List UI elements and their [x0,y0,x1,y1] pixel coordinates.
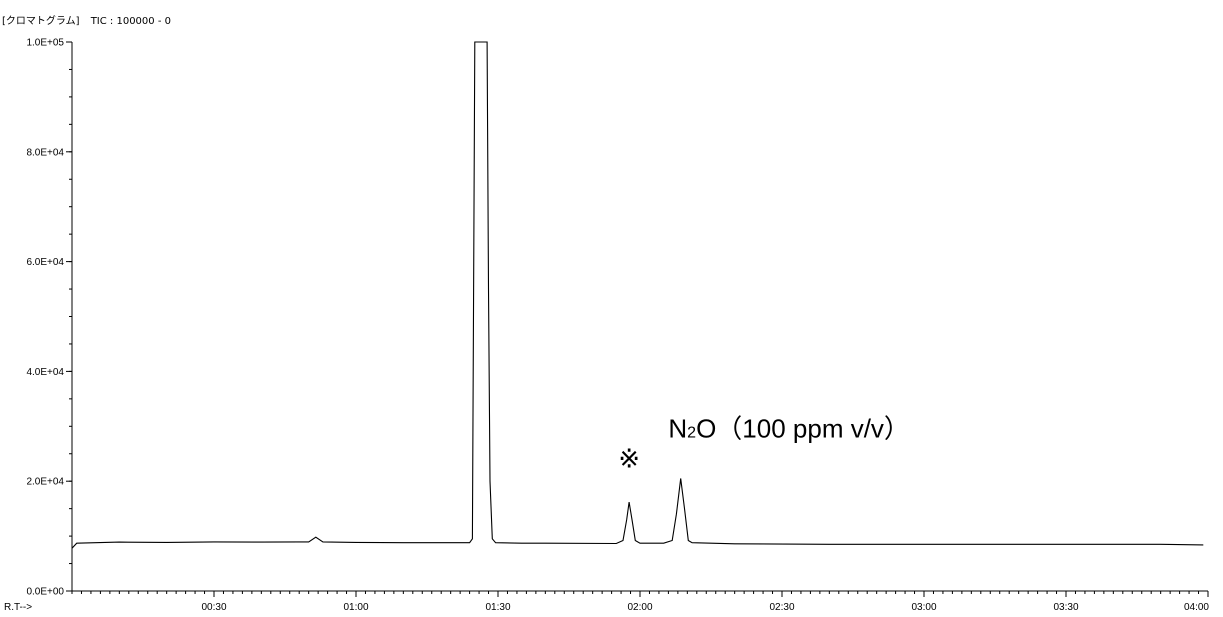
peak-mark-annotation: ※ [618,444,640,474]
chromatogram-header: [クロマトグラム] TIC : 100000 - 0 [2,12,179,27]
plot-area: 0.0E+00 2.0E+04 4.0E+04 6.0E+04 8.0E+04 1.0E+… [4,38,1209,614]
x-tick-label: 03:00 [911,602,936,613]
y-tick-label: 2.0E+04 [26,477,64,488]
y-tick-label: 1.0E+05 [26,38,64,49]
chromatogram-trace [71,41,1204,549]
x-tick-label: 03:30 [1053,602,1078,613]
y-tick-label: 6.0E+04 [26,257,64,268]
x-tick-label: 02:00 [627,602,652,613]
y-tick-label: 0.0E+00 [26,587,64,598]
x-tick-label: 01:00 [343,602,368,613]
y-tick-label: 8.0E+04 [26,147,64,158]
x-tick-label: 04:00 [1184,602,1209,613]
chromatogram-title: [クロマトグラム] [2,16,80,27]
x-tick-label: 00:30 [201,602,226,613]
y-tick-label: 4.0E+04 [26,367,64,378]
x-tick-label: 01:30 [485,602,510,613]
tic-range-label: TIC : 100000 - 0 [90,16,171,27]
x-tick-label: 02:30 [769,602,794,613]
x-axis-label: R.T--> [4,602,32,613]
n2o-peak-annotation: N2O（100 ppm v/v） [668,413,910,443]
